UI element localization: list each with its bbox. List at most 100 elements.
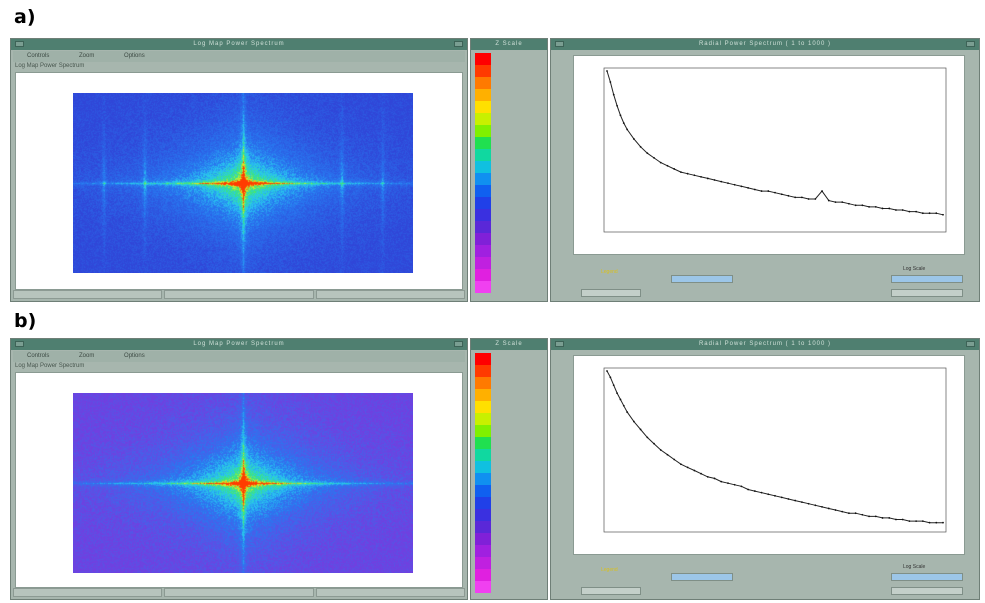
data-point: [659, 449, 662, 451]
menu-zoom[interactable]: Zoom: [79, 53, 95, 59]
data-point: [609, 376, 612, 379]
data-point: [693, 174, 696, 177]
data-point: [874, 205, 877, 208]
data-point: [733, 183, 736, 186]
color-scale-swatch: [475, 257, 491, 269]
action-button-right[interactable]: [891, 587, 963, 595]
window-title: Log Map Power Spectrum: [193, 41, 285, 47]
color-scale-swatch: [475, 89, 491, 101]
window-menu-button[interactable]: [15, 341, 24, 347]
color-scale-swatch: [475, 533, 491, 545]
radial-profile-chart[interactable]: [574, 356, 964, 554]
color-scale-swatch: [475, 281, 491, 293]
data-point: [612, 93, 615, 96]
radial-spectrum-window-a: Radial Power Spectrum ( 1 to 1000 ) Lege…: [550, 38, 980, 302]
data-point: [747, 488, 750, 491]
radial-profile-chart[interactable]: [574, 56, 964, 254]
color-scale-swatch: [475, 269, 491, 281]
data-point: [874, 515, 877, 518]
data-point: [787, 194, 790, 197]
window-titlebar: Log Map Power Spectrum: [11, 339, 467, 350]
data-point: [895, 209, 897, 211]
data-point: [666, 164, 669, 167]
data-point: [632, 138, 635, 140]
data-point: [706, 475, 709, 478]
data-point: [680, 171, 682, 174]
window-close-button[interactable]: [966, 341, 975, 347]
color-scale-swatch: [475, 509, 491, 521]
data-point: [868, 205, 870, 208]
status-field: [315, 588, 465, 597]
range-slider[interactable]: [671, 573, 733, 581]
data-point: [854, 204, 857, 207]
data-point: [881, 207, 884, 210]
data-point: [908, 520, 911, 522]
scale-titlebar: Z Scale: [471, 339, 547, 350]
menu-options[interactable]: Options: [124, 53, 145, 59]
status-field: [164, 290, 314, 299]
action-button[interactable]: [581, 289, 641, 297]
power-spectrum-heatmap[interactable]: [73, 93, 413, 273]
data-point: [908, 210, 911, 213]
action-button-right[interactable]: [891, 289, 963, 297]
color-scale-swatch: [475, 437, 491, 449]
data-point: [720, 480, 723, 483]
data-point: [713, 179, 716, 181]
window-title: Log Map Power Spectrum: [193, 341, 285, 347]
log-scale-toggle[interactable]: Log Scale: [903, 564, 926, 570]
data-point: [626, 411, 629, 413]
data-point: [767, 493, 770, 496]
log-scale-toggle[interactable]: Log Scale: [903, 266, 926, 272]
window-close-button[interactable]: [454, 341, 463, 347]
series-line: [606, 370, 943, 524]
data-point: [800, 196, 803, 199]
color-scale-swatch: [475, 137, 491, 149]
range-slider-right[interactable]: [891, 275, 963, 283]
window-close-button[interactable]: [454, 41, 463, 47]
data-point: [794, 499, 797, 502]
window-close-button[interactable]: [966, 41, 975, 47]
action-button[interactable]: [581, 587, 641, 595]
z-scale-window-b: Z Scale: [470, 338, 548, 600]
data-point: [921, 520, 924, 522]
z-scale-window-a: Z Scale: [470, 38, 548, 302]
profile-titlebar: Radial Power Spectrum ( 1 to 1000 ): [551, 39, 979, 50]
color-scale-swatch: [475, 101, 491, 113]
color-scale-swatch: [475, 425, 491, 437]
data-point: [713, 477, 716, 480]
color-scale-swatch: [475, 125, 491, 137]
menu-controls[interactable]: Controls: [27, 353, 50, 359]
color-scale-swatch: [475, 149, 491, 161]
data-point: [760, 491, 763, 494]
menu-options[interactable]: Options: [124, 353, 145, 359]
window-menu-button[interactable]: [555, 41, 564, 47]
data-point: [626, 128, 629, 131]
data-point: [834, 201, 837, 204]
window-menu-button[interactable]: [15, 41, 24, 47]
color-scale-swatch: [475, 197, 491, 209]
legend-label: Legend: [601, 567, 618, 573]
radial-spectrum-window-b: Radial Power Spectrum ( 1 to 1000 ) Lege…: [550, 338, 980, 600]
data-point: [915, 520, 918, 522]
menu-controls[interactable]: Controls: [27, 53, 50, 59]
map-plot-area: [15, 372, 463, 588]
color-scale-swatch: [475, 65, 491, 77]
window-menu-button[interactable]: [555, 341, 564, 347]
data-point: [622, 404, 625, 407]
radial-profile-plot: [573, 55, 965, 255]
range-slider[interactable]: [671, 275, 733, 283]
color-scale-swatch: [475, 221, 491, 233]
power-spectrum-heatmap[interactable]: [73, 393, 413, 573]
map-subtitle: Log Map Power Spectrum: [15, 63, 85, 69]
data-point: [622, 122, 625, 125]
data-point: [800, 501, 803, 504]
data-point: [774, 191, 776, 194]
map-subtitle: Log Map Power Spectrum: [15, 363, 85, 369]
data-point: [733, 483, 736, 486]
menu-zoom[interactable]: Zoom: [79, 353, 95, 359]
data-point: [686, 466, 689, 469]
data-point: [848, 202, 850, 205]
panel-label-b: b): [14, 310, 37, 332]
legend-label: Legend: [601, 269, 618, 275]
range-slider-right[interactable]: [891, 573, 963, 581]
